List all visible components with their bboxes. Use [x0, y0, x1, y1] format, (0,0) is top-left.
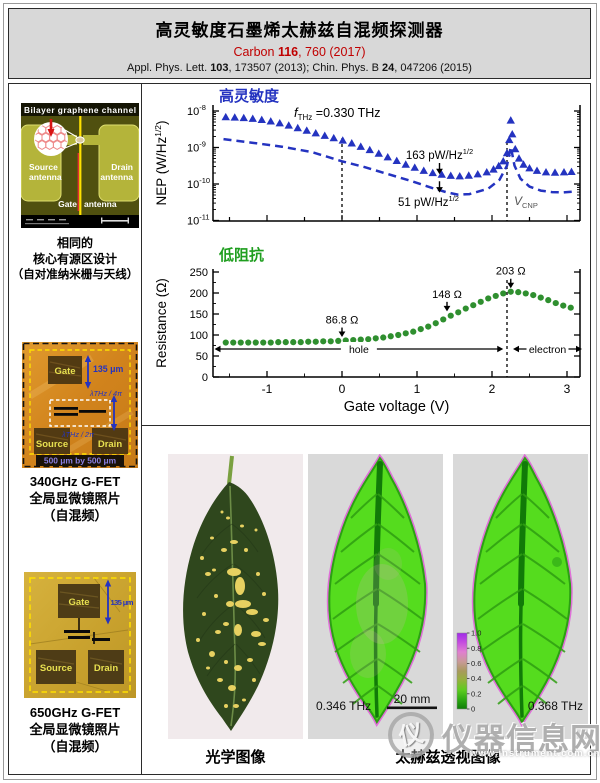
- thz-leaf-image-0368: 1.0 0.8 0.6 0.4 0.2 0 0.368 THz: [453, 454, 588, 739]
- svg-text:-1: -1: [262, 382, 273, 396]
- optical-caption: 光学图像: [205, 749, 266, 766]
- svg-text:10-9: 10-9: [187, 140, 206, 155]
- fet340-lambda2-label: λTHz / 2π: [61, 430, 94, 439]
- contact-pads: [36, 584, 124, 684]
- svg-text:低阻抗: 低阻抗: [218, 246, 264, 264]
- fet650-micrograph-image: Gate 135 μm Source Drain: [24, 572, 136, 698]
- leaf-imaging-panel: 0.346 THz 20 mm 1.0 0.8 0.6 0.4: [141, 425, 600, 775]
- svg-text:1: 1: [414, 382, 421, 396]
- svg-text:fTHz =0.330 THz: fTHz =0.330 THz: [294, 105, 381, 122]
- outer-frame: [3, 3, 597, 780]
- fet340-dim-label: 135 μm: [93, 364, 124, 374]
- svg-text:200: 200: [190, 288, 208, 300]
- svg-text:antenna: antenna: [84, 199, 117, 209]
- freq-label-0368: 0.368 THz: [528, 699, 583, 713]
- device-zoom-box: [49, 399, 111, 427]
- page-title: 高灵敏度石墨烯太赫兹自混频探测器: [155, 21, 444, 40]
- svg-text:0: 0: [471, 705, 475, 714]
- schematic-drain-label: Drain: [111, 162, 133, 172]
- svg-text:100: 100: [190, 330, 208, 342]
- device-schematic-image: Bilayer graphene channel Source antenna …: [21, 103, 139, 228]
- svg-text:250: 250: [190, 267, 208, 279]
- charts-panel: 高灵敏度 10-8 10-9 10-10 10-11 fTHz =0.330 THz 163…: [141, 83, 591, 426]
- svg-text:0: 0: [202, 372, 208, 384]
- schematic-top-label: Bilayer graphene channel: [24, 105, 136, 115]
- schematic-source-label: Source: [29, 162, 58, 172]
- svg-text:203 Ω: 203 Ω: [496, 266, 526, 278]
- gate-line: [79, 116, 82, 215]
- contact-pads: [34, 356, 128, 454]
- svg-text:163 pW/Hz1/2: 163 pW/Hz1/2: [406, 147, 473, 162]
- svg-text:10-11: 10-11: [187, 213, 210, 228]
- fet340-micrograph-image: Gate 135 μm λTHz / 4π λTHz / 2π Source D…: [22, 342, 138, 468]
- honeycomb-callout: [34, 122, 85, 156]
- svg-text:hole: hole: [349, 344, 369, 356]
- caption-core-design: 相同的 核心有源区设计 （自对准纳米栅与天线）: [11, 236, 139, 281]
- svg-text:antenna: antenna: [29, 172, 62, 182]
- thz-leaf-image-0346: 0.346 THz 20 mm: [308, 454, 443, 739]
- svg-text:antenna: antenna: [100, 172, 133, 182]
- svg-text:10-8: 10-8: [187, 103, 206, 118]
- svg-text:1.0: 1.0: [471, 629, 481, 638]
- svg-text:0.2: 0.2: [471, 689, 481, 698]
- scale-bar: 20 mm: [387, 692, 437, 710]
- svg-text:86.8 Ω: 86.8 Ω: [326, 315, 359, 327]
- device-structure: [64, 618, 110, 644]
- svg-text:高灵敏度: 高灵敏度: [219, 87, 280, 105]
- fet340-source-label: Source: [36, 439, 68, 450]
- left-column: Bilayer graphene channel Source antenna …: [8, 83, 142, 775]
- svg-text:Gate voltage (V): Gate voltage (V): [344, 399, 450, 415]
- svg-text:50: 50: [196, 351, 208, 363]
- schematic-gate-label: Gate: [58, 199, 77, 209]
- svg-text:electron: electron: [529, 344, 567, 356]
- thz-leaf-0368: [471, 454, 573, 727]
- caption-fet340: 340GHz G-FET 全局显微镜照片 （自混频）: [29, 474, 121, 524]
- freq-label-0346: 0.346 THz: [316, 699, 371, 713]
- svg-text:0.8: 0.8: [471, 644, 481, 653]
- svg-text:VCNP: VCNP: [514, 194, 538, 210]
- optical-leaf-spots: [196, 510, 269, 708]
- svg-text:NEP (W/Hz1/2): NEP (W/Hz1/2): [153, 120, 169, 205]
- svg-text:3: 3: [564, 382, 571, 396]
- scale-bar-label: 20 mm: [394, 692, 431, 706]
- caption-fet650: 650GHz G-FET 全局显微镜照片 （自混频）: [29, 705, 121, 755]
- red-arrow-icon: [47, 119, 55, 137]
- sample-outline-dashed: [22, 342, 138, 468]
- optical-leaf-image: [168, 454, 303, 739]
- nep-chart: 10-8 10-9 10-10 10-11 fTHz =0.330 THz 163 pW/…: [187, 103, 581, 228]
- graphene-channel-line: [77, 153, 79, 211]
- svg-text:0.6: 0.6: [471, 659, 481, 668]
- svg-text:10-10: 10-10: [187, 176, 210, 191]
- fet650-gate-label: Gate: [68, 597, 89, 608]
- resistance-chart: 0 50 100 150 200 250 -1 0 1 2 3 86.8 Ω 148 Ω 203 Ω hol…: [190, 266, 582, 415]
- svg-text:148 Ω: 148 Ω: [432, 289, 462, 301]
- thz-leaf-0346: [326, 454, 428, 727]
- fet340-size-label: 500 μm by 500 μm: [44, 456, 116, 466]
- svg-text:51 pW/Hz1/2: 51 pW/Hz1/2: [398, 194, 459, 209]
- sem-info-bar: [25, 217, 129, 225]
- fet650-source-label: Source: [40, 663, 72, 674]
- svg-text:0: 0: [339, 382, 346, 396]
- fet340-gate-label: Gate: [54, 366, 75, 377]
- reference-primary: Carbon 116, 760 (2017): [233, 45, 366, 59]
- fet650-drain-label: Drain: [94, 663, 118, 674]
- reference-secondary: Appl. Phys. Lett. 103, 173507 (2013); Ch…: [127, 62, 472, 74]
- fet650-dim-label: 135 μm: [111, 598, 134, 607]
- colorbar: 1.0 0.8 0.6 0.4 0.2 0: [456, 629, 481, 714]
- svg-text:2: 2: [489, 382, 496, 396]
- svg-text:150: 150: [190, 309, 208, 321]
- thz-caption: 太赫兹透视图像: [395, 749, 501, 766]
- fet340-lambda4-label: λTHz / 4π: [89, 389, 122, 398]
- fet340-drain-label: Drain: [98, 439, 122, 450]
- header: 高灵敏度石墨烯太赫兹自混频探测器 Carbon 116, 760 (2017) …: [8, 8, 591, 79]
- svg-text:Resistance (Ω): Resistance (Ω): [154, 278, 169, 368]
- svg-text:0.4: 0.4: [471, 674, 481, 683]
